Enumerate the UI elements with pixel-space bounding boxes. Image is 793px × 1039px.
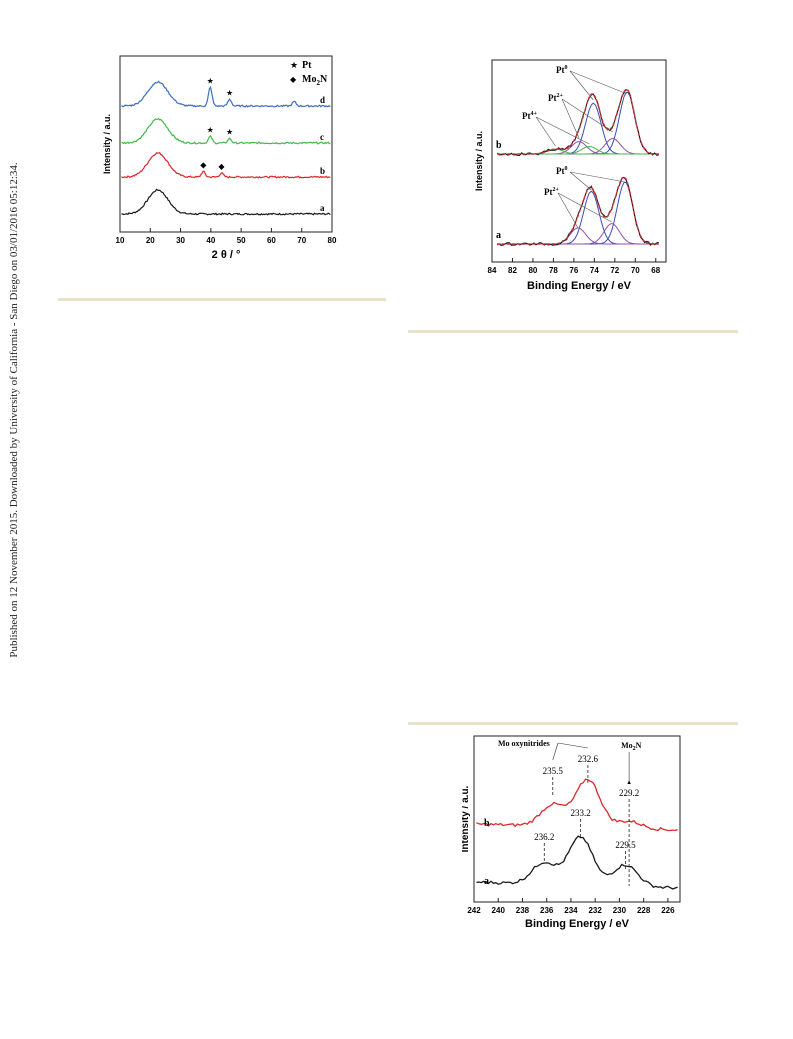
x-tick-label: 236 — [540, 906, 554, 915]
series-a-line — [476, 835, 678, 890]
x-tick-label: 82 — [508, 266, 517, 275]
legend-label: Pt — [302, 60, 312, 71]
fit-component — [497, 92, 659, 155]
peak-value-label: 229.2 — [619, 788, 639, 798]
plot-frame — [473, 735, 681, 903]
leader-arrow-icon: ▲ — [626, 780, 632, 786]
y-axis-label: Intensity / a.u. — [474, 131, 484, 191]
x-tick-label: 84 — [488, 266, 497, 275]
oxidation-state-label: Pt2+ — [544, 187, 560, 197]
peak-marker: ★ — [207, 76, 214, 85]
leader-line — [569, 70, 628, 95]
fit-component — [497, 227, 659, 245]
series-b-label: b — [484, 818, 490, 829]
separator-rule — [58, 298, 386, 301]
leader-line — [557, 742, 588, 749]
x-tick-label: 228 — [637, 906, 651, 915]
fit-component — [497, 222, 659, 245]
x-tick-label: 72 — [610, 266, 619, 275]
x-tick-label: 20 — [146, 236, 155, 245]
y-axis-label: Intensity / a.u. — [102, 114, 112, 174]
leader-line — [535, 116, 590, 145]
group-label-oxynitrides: Mo oxynitrides — [498, 739, 550, 748]
x-tick-label: 70 — [631, 266, 640, 275]
y-axis-label: Intensity / a.u. — [462, 785, 471, 852]
peak-marker: ★ — [226, 88, 233, 97]
leader-line — [561, 98, 580, 139]
x-tick-label: 10 — [116, 236, 125, 245]
legend-symbol: ◆ — [290, 75, 297, 84]
pt-xps-figure: 84 82 80 78 76 74 72 70 68 Binding Energy / eV Int… — [474, 59, 667, 292]
x-tick-label: 242 — [467, 906, 481, 915]
oxidation-state-label: Pt4+ — [522, 111, 538, 121]
x-tick-label: 40 — [206, 236, 215, 245]
separator-rule — [408, 330, 738, 333]
plot-frame — [491, 59, 667, 263]
oxidation-state-label: Pt2+ — [548, 93, 564, 103]
peak-value-label: 235.5 — [543, 766, 564, 776]
x-tick-label: 234 — [564, 906, 578, 915]
x-tick-label: 238 — [516, 906, 530, 915]
leader-line — [569, 171, 626, 183]
x-tick-label: 76 — [569, 266, 578, 275]
peak-value-label: 232.6 — [578, 754, 599, 764]
series-a-label: a — [320, 203, 325, 213]
peak-marker: ★ — [226, 128, 233, 137]
x-tick-label: 80 — [528, 266, 537, 275]
x-tick-label: 226 — [661, 906, 675, 915]
x-axis-label: Binding Energy / eV — [527, 280, 632, 292]
series-b-line — [496, 88, 659, 156]
x-tick-label: 240 — [492, 906, 506, 915]
margin-note-text: Published on 12 November 2015. Downloade… — [8, 162, 20, 658]
oxidation-state-label: Pt0 — [556, 65, 568, 75]
group-label-nitride: Mo2N — [621, 741, 642, 752]
legend-symbol: ★ — [290, 60, 298, 70]
xrd-pattern-figure: 10 20 30 40 50 60 70 80 2 θ / ° Intensity / a.u. a… — [102, 55, 337, 261]
x-axis-label: 2 θ / ° — [212, 249, 241, 261]
leader-line — [569, 171, 592, 191]
series-b-label: b — [496, 140, 502, 151]
x-tick-label: 74 — [590, 266, 599, 275]
x-tick-label: 60 — [267, 236, 276, 245]
x-tick-label: 78 — [549, 266, 558, 275]
leader-line — [561, 98, 613, 133]
plot-frame — [119, 55, 333, 233]
legend-label: Mo2N — [302, 74, 328, 87]
series-a-line — [121, 188, 331, 216]
leader-line — [535, 116, 556, 147]
x-axis-label: Binding Energy / eV — [525, 918, 630, 930]
series-d-line — [121, 80, 331, 108]
series-b-line — [476, 778, 678, 832]
x-tick-label: 70 — [297, 236, 306, 245]
x-tick-label: 68 — [651, 266, 660, 275]
x-tick-label: 230 — [613, 906, 627, 915]
peak-marker: ★ — [207, 125, 214, 134]
peak-marker: ◆ — [218, 162, 225, 171]
leader-line — [552, 742, 559, 761]
leader-line — [557, 192, 579, 229]
leader-line — [557, 192, 612, 223]
series-a-label: a — [496, 230, 501, 241]
publication-margin-note: Published on 12 November 2015. Downloade… — [0, 0, 28, 1039]
series-d-label: d — [320, 95, 325, 105]
x-tick-label: 80 — [328, 236, 337, 245]
x-tick-label: 50 — [237, 236, 246, 245]
fit-envelope — [497, 88, 659, 155]
series-c-line — [121, 117, 331, 145]
series-b-label: b — [320, 166, 325, 176]
x-tick-label: 232 — [588, 906, 602, 915]
fit-envelope — [497, 175, 659, 245]
mo-xps-figure: 242 240 238 236 234 232 230 228 226 Binding Energ… — [462, 735, 681, 930]
oxidation-state-label: Pt0 — [556, 166, 568, 176]
x-tick-label: 30 — [176, 236, 185, 245]
peak-value-label: 236.2 — [534, 832, 554, 842]
leader-line — [569, 70, 594, 101]
series-c-label: c — [320, 132, 324, 142]
peak-value-label: 233.2 — [571, 808, 591, 818]
series-b-line — [121, 152, 331, 179]
series-a-label: a — [484, 876, 489, 887]
peak-marker: ◆ — [200, 161, 207, 170]
peak-value-label: 229.5 — [615, 840, 636, 850]
separator-rule — [408, 722, 738, 725]
